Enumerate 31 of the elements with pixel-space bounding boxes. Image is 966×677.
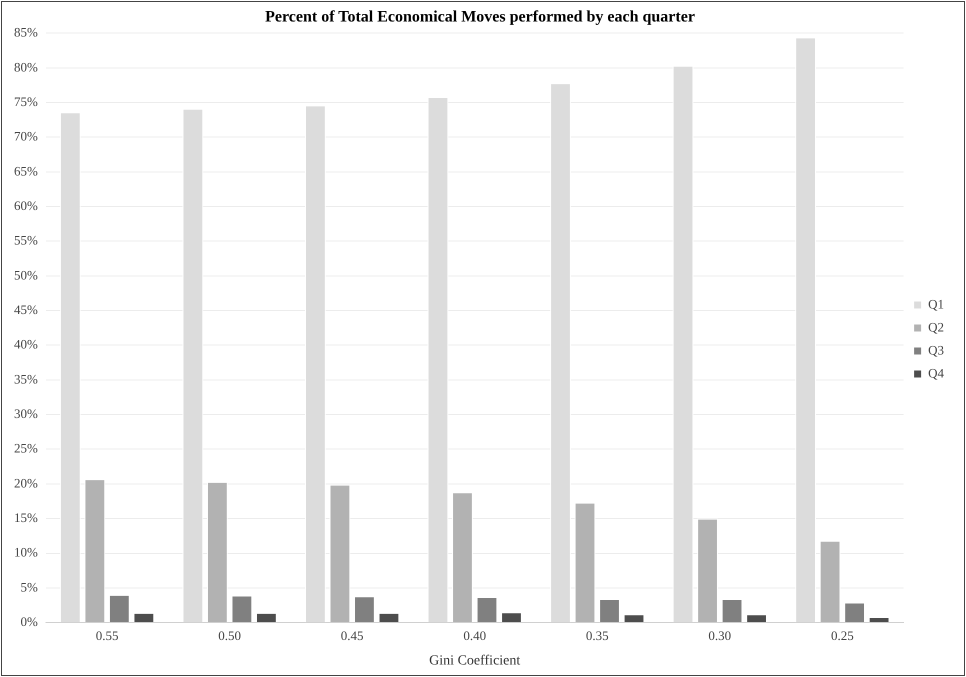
legend-label: Q3 bbox=[928, 342, 944, 358]
y-tick-label: 85% bbox=[14, 24, 38, 40]
legend-label: Q4 bbox=[928, 365, 944, 380]
y-tick-label: 60% bbox=[14, 198, 38, 213]
y-tick-label: 75% bbox=[14, 94, 38, 109]
x-axis-title: Gini Coefficient bbox=[429, 653, 520, 668]
x-tick-label: 0.35 bbox=[586, 628, 609, 643]
y-tick-label: 5% bbox=[20, 579, 38, 594]
y-tick-label: 20% bbox=[14, 475, 38, 490]
y-tick-label: 35% bbox=[14, 371, 38, 386]
y-tick-label: 0% bbox=[20, 614, 38, 630]
y-tick-label: 45% bbox=[14, 302, 38, 317]
chart-title: Percent of Total Economical Moves performed by each quarter bbox=[265, 8, 695, 26]
x-tick-label: 0.45 bbox=[340, 628, 364, 643]
y-tick-label: 70% bbox=[14, 128, 38, 144]
y-tick-label: 25% bbox=[14, 440, 38, 456]
x-tick-label: 0.25 bbox=[830, 628, 854, 643]
y-tick-label: 30% bbox=[14, 406, 38, 421]
y-tick-label: 15% bbox=[14, 510, 38, 526]
y-tick-label: 50% bbox=[14, 267, 38, 282]
y-tick-label: 10% bbox=[14, 544, 38, 560]
y-tick-label: 40% bbox=[14, 336, 38, 352]
legend-label: Q1 bbox=[928, 296, 944, 312]
y-tick-label: 80% bbox=[14, 59, 38, 74]
y-tick-label: 65% bbox=[14, 163, 38, 178]
x-tick-label: 0.30 bbox=[708, 628, 732, 643]
x-tick-label: 0.50 bbox=[218, 628, 242, 643]
legend-label: Q2 bbox=[928, 319, 944, 334]
x-tick-label: 0.55 bbox=[96, 628, 118, 643]
y-tick-label: 55% bbox=[14, 232, 38, 248]
x-tick-label: 0.40 bbox=[463, 628, 486, 643]
